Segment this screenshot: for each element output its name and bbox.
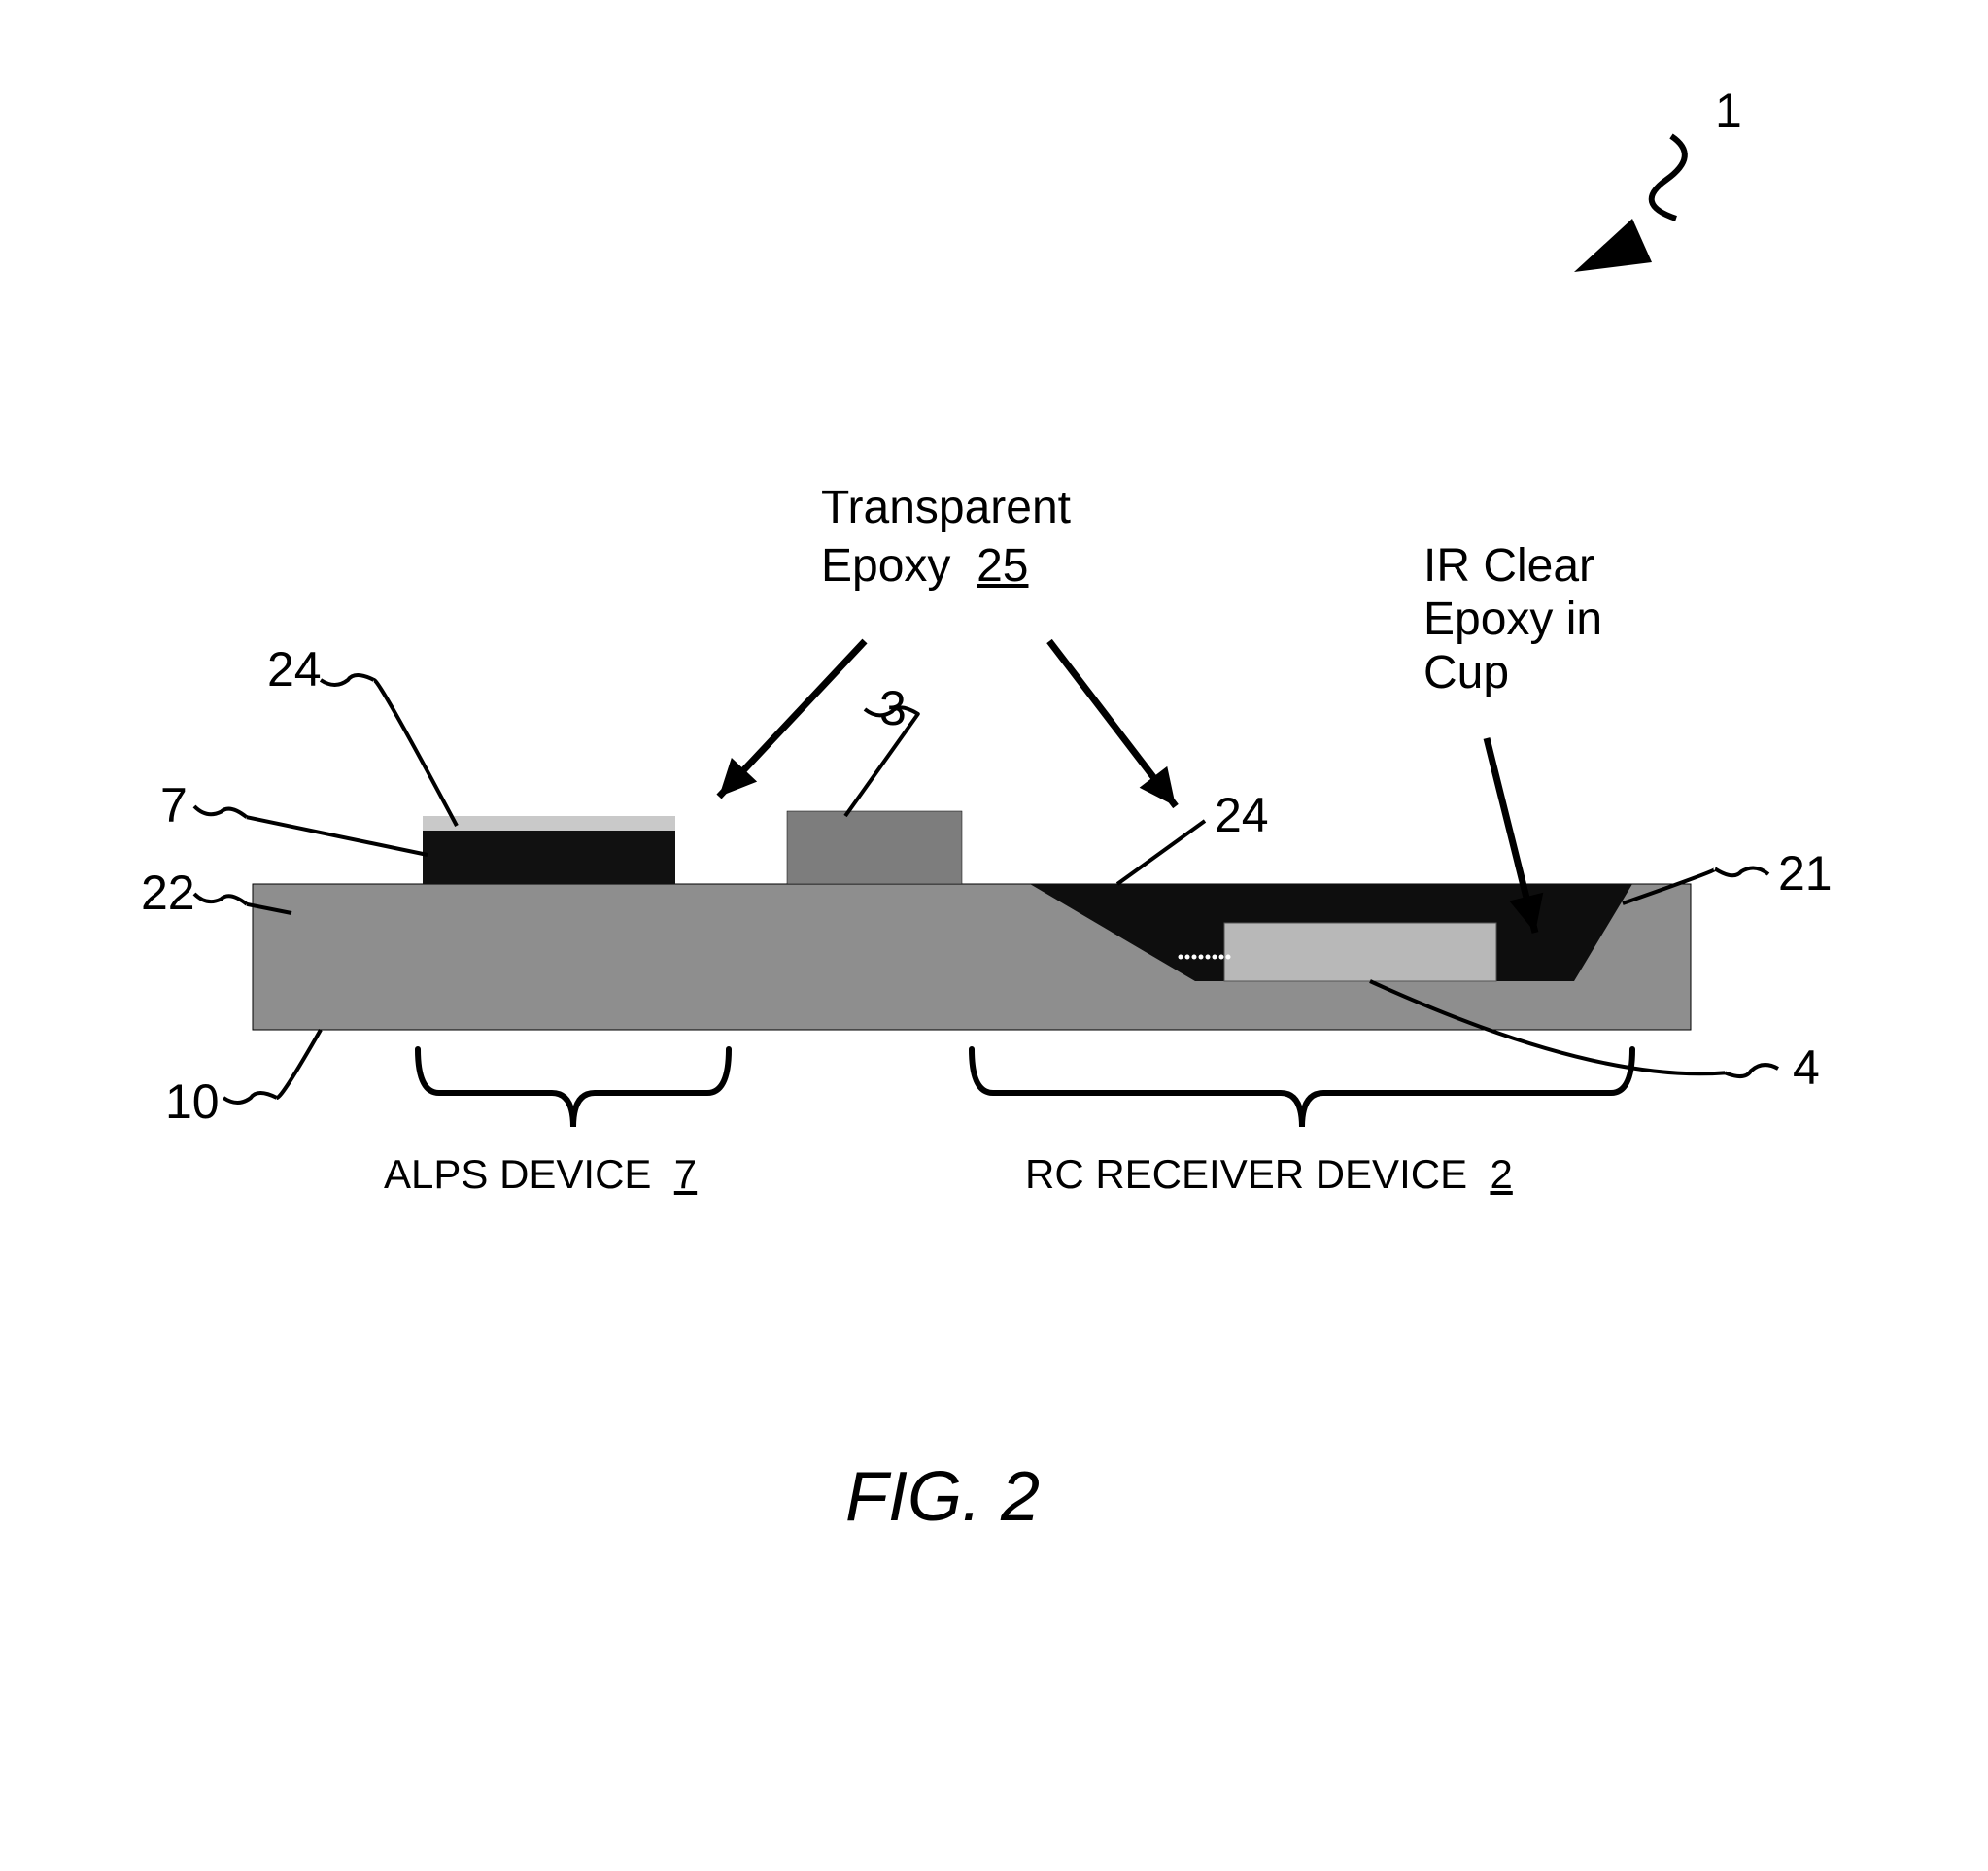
ref-22: 22	[141, 865, 195, 921]
alps-caption-ref: 7	[674, 1151, 697, 1197]
alps-caption: ALPS DEVICE 7	[384, 1151, 697, 1198]
ref-7-left: 7	[160, 777, 188, 833]
title-ref-25: 25	[977, 540, 1028, 592]
title-line2: Epoxy 25	[821, 539, 1028, 593]
ref-21: 21	[1778, 845, 1833, 901]
ref-24b: 24	[1215, 787, 1269, 843]
ref-24: 24	[267, 641, 322, 697]
figure-stage: 1 Transparent Epoxy 25 IR Clear Epoxy in…	[0, 0, 1988, 1871]
title-line1: Transparent	[821, 481, 1071, 534]
rc-caption-text: RC RECEIVER DEVICE	[1025, 1151, 1467, 1197]
figure-label: FIG. 2	[845, 1457, 1040, 1537]
ir-line3: Cup	[1423, 646, 1509, 699]
ir-line2: Epoxy in	[1423, 593, 1602, 646]
diagram-svg	[0, 0, 1988, 1871]
ref-3: 3	[879, 680, 907, 736]
ir-line1: IR Clear	[1423, 539, 1594, 593]
alps-caption-text: ALPS DEVICE	[384, 1151, 651, 1197]
ref-1: 1	[1715, 83, 1742, 139]
ref-10: 10	[165, 1073, 220, 1130]
ref-4: 4	[1793, 1039, 1820, 1096]
rc-caption-ref: 2	[1490, 1151, 1512, 1197]
title-line2-text: Epoxy	[821, 540, 950, 592]
rc-caption: RC RECEIVER DEVICE 2	[1025, 1151, 1513, 1198]
